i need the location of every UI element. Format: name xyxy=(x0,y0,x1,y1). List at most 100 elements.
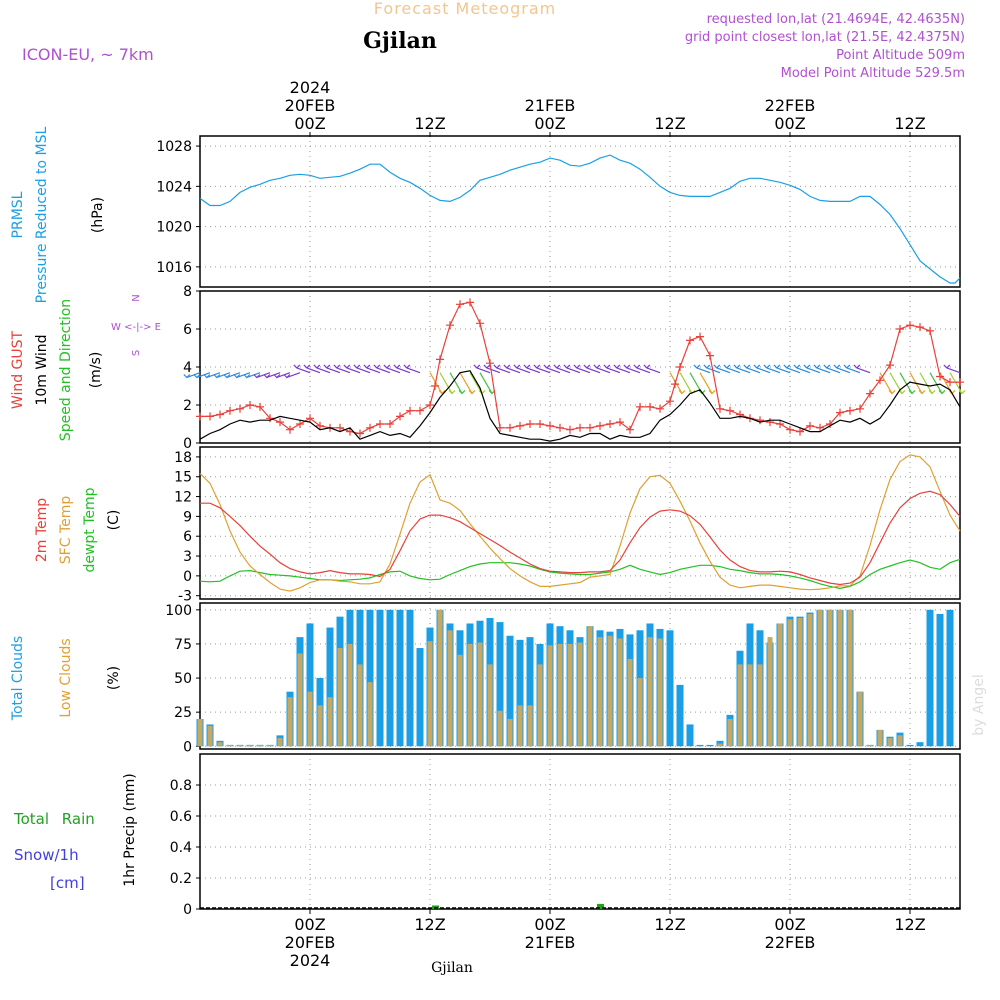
wind-arrow-head xyxy=(233,374,241,379)
wind-arrow xyxy=(826,367,841,374)
wind-arrow-head xyxy=(918,390,926,395)
wind-arrow xyxy=(669,372,683,394)
wind-arrow xyxy=(536,367,551,374)
info-line-3: Point Altitude 509m xyxy=(836,48,965,63)
wind-arrow xyxy=(746,367,761,374)
wind-arrow-head xyxy=(193,374,201,379)
bottom-time-label: 00Z xyxy=(294,915,325,934)
wind-arrow xyxy=(386,367,401,374)
bottom-time-label: 12Z xyxy=(654,915,685,934)
low-cloud-bar xyxy=(217,742,223,747)
low-cloud-bar xyxy=(827,609,833,747)
top-time-label: 21FEB xyxy=(525,96,576,115)
wind-arrow xyxy=(459,372,473,394)
wind-arrow-head xyxy=(183,374,191,379)
low-cloud-bar xyxy=(487,664,493,747)
gust-marker xyxy=(616,418,624,427)
wind-arrow xyxy=(816,367,831,374)
y-tick-label: 12 xyxy=(174,490,192,506)
wind-arrow xyxy=(679,372,693,394)
low-cloud-bar xyxy=(457,654,463,747)
gust-marker xyxy=(546,421,554,430)
gust-marker xyxy=(486,359,494,368)
low-cloud-bar xyxy=(277,738,283,747)
sfc-temp-line xyxy=(199,454,961,592)
wind-arrow-head xyxy=(943,364,951,369)
wind-arrow-head xyxy=(343,364,351,369)
y-tick-label: 6 xyxy=(183,322,192,338)
gust-marker xyxy=(276,418,284,427)
low-cloud-bar xyxy=(867,744,873,747)
wind-arrow-head xyxy=(793,364,801,369)
gust-marker xyxy=(936,372,944,381)
total-cloud-bar xyxy=(516,639,524,747)
wind-arrow-head xyxy=(573,364,581,369)
wind-arrow-head xyxy=(313,364,321,369)
low-cloud-bar xyxy=(257,744,263,747)
label-1hr-precip: 1hr Precip (mm) xyxy=(122,773,138,886)
y-tick-label: 3 xyxy=(183,549,192,565)
wind-arrow-head xyxy=(458,390,466,395)
wind-arrow-head xyxy=(353,364,361,369)
low-cloud-bar xyxy=(467,643,473,747)
gust-marker xyxy=(366,423,374,432)
label-total-rain: Total Rain xyxy=(13,810,95,828)
label-c: (C) xyxy=(106,510,122,531)
wind-arrow xyxy=(246,372,261,379)
label-dewpt-temp: dewpt Temp xyxy=(82,487,98,572)
bottom-time-label: 20FEB xyxy=(285,933,336,952)
wind-arrow xyxy=(636,367,651,374)
wind-arrow-head xyxy=(613,364,621,369)
info-line-4: Model Point Altitude 529.5m xyxy=(781,66,965,81)
y-tick-label: 0 xyxy=(183,739,192,755)
gust-marker xyxy=(416,406,424,415)
wind-arrow xyxy=(699,372,713,394)
wind-arrow xyxy=(806,367,821,374)
wind-arrow xyxy=(306,367,321,374)
low-cloud-bar xyxy=(817,609,823,747)
y-tick-label: 25 xyxy=(174,705,192,721)
wind-arrow-head xyxy=(513,364,521,369)
wind-arrow xyxy=(706,367,721,374)
wind-arrow xyxy=(276,372,291,379)
wind-arrow xyxy=(216,372,231,379)
wind-arrow-head xyxy=(468,390,476,395)
wind-arrow-head xyxy=(383,364,391,369)
y-tick-label: 0.6 xyxy=(170,809,192,825)
gust-marker xyxy=(676,363,684,371)
total-cloud-bar xyxy=(326,627,334,747)
low-cloud-bar xyxy=(577,642,583,747)
gust-marker xyxy=(286,425,294,434)
bottom-time-label: 00Z xyxy=(534,915,565,934)
compass-s: S xyxy=(131,350,142,356)
wind-arrow-head xyxy=(753,364,761,369)
bottom-time-label: 21FEB xyxy=(525,933,576,952)
total-cloud-bar xyxy=(706,744,714,747)
wind-arrow-head xyxy=(623,364,631,369)
wind-arrow-head xyxy=(853,364,861,369)
total-cloud-bar xyxy=(376,609,384,747)
gust-marker xyxy=(306,414,314,423)
wind-arrow xyxy=(206,372,221,379)
wind-arrow xyxy=(516,367,531,374)
gust-marker xyxy=(436,355,444,364)
wind-arrow-head xyxy=(833,364,841,369)
gust-marker xyxy=(906,321,914,330)
y-tick-label: 18 xyxy=(174,450,192,466)
y-tick-label: -3 xyxy=(178,589,192,605)
gust-marker xyxy=(666,397,674,406)
wind-arrow xyxy=(576,367,591,374)
pressure-labels: PRMSL Pressure Reduced to MSL (hPa) xyxy=(10,126,106,303)
total-cloud-bar xyxy=(676,684,684,747)
gust-marker xyxy=(216,410,224,419)
wind-arrow-head xyxy=(283,374,291,379)
low-cloud-bar xyxy=(587,626,593,747)
gust-marker xyxy=(456,300,464,309)
wind-arrow xyxy=(506,367,521,374)
y-tick-label: 15 xyxy=(174,470,192,486)
wind-arrow-head xyxy=(643,364,651,369)
wind-arrow xyxy=(949,372,963,394)
low-cloud-bar xyxy=(427,641,433,747)
